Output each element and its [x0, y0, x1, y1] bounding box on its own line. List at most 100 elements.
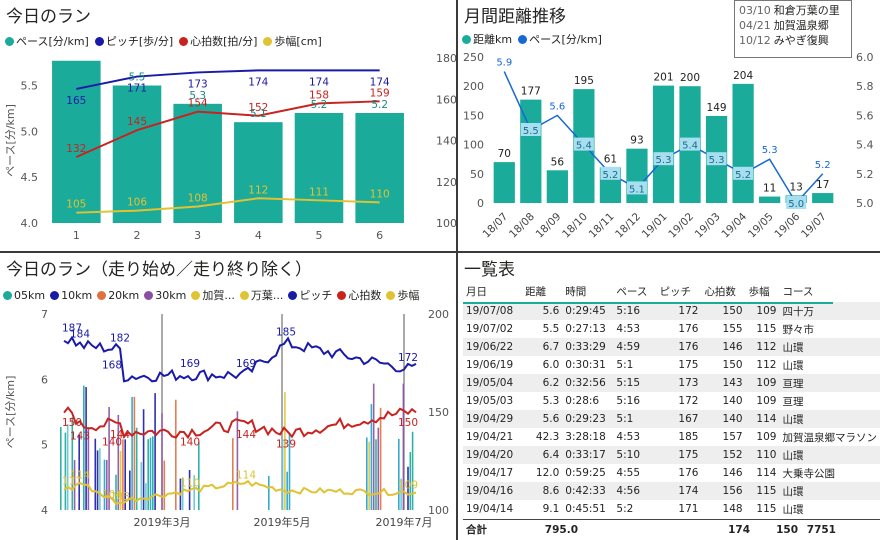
table-row[interactable]: 19/04/20 6.4 0:33:17 5:10 175 152 110 山環 [463, 446, 880, 464]
table-cell: 110 [745, 446, 780, 464]
data-label: 174 [370, 76, 390, 88]
legend-item[interactable]: ペース[分/km] [5, 33, 89, 49]
lap-bar [284, 392, 286, 510]
y2-tick-label: 5.0 [856, 197, 874, 210]
table-cell: 109 [745, 302, 780, 320]
legend-item[interactable]: 05km [3, 289, 45, 302]
table-row[interactable]: 19/04/29 5.6 0:29:23 5:1 167 140 114 山環 [463, 410, 880, 428]
table-cell: 143 [701, 374, 746, 392]
lap-bar [87, 428, 90, 510]
panel-title: 今日のラン（走り始め／走り終り除く） [6, 260, 312, 280]
legend-item[interactable]: ペース[分/km] [518, 31, 602, 47]
data-label: 114 [236, 470, 256, 482]
total-label: 合計 [466, 524, 487, 536]
bar-label: 11 [763, 183, 776, 195]
table-cell: 5:1 [616, 359, 634, 371]
legend-item[interactable]: 心拍数[拍/分] [179, 33, 257, 49]
data-label: 154 [188, 98, 208, 110]
legend-marker [386, 290, 396, 300]
table-row[interactable]: 19/07/08 5.6 0:29:45 5:16 172 150 109 四十万 [463, 302, 880, 320]
legend-marker [191, 290, 201, 300]
y-tick-label: 5.0 [21, 125, 39, 138]
legend-item[interactable]: ピッチ[歩/分] [94, 33, 173, 49]
pace-label: 5.5 [523, 126, 539, 137]
pace-label-bg [600, 166, 621, 180]
lap-bar [181, 477, 184, 510]
pace-label: 5.4 [576, 141, 592, 152]
table-row[interactable]: 19/04/16 8.6 0:42:33 4:56 174 156 115 山環 [463, 482, 880, 500]
legend-marker [263, 36, 273, 46]
y-tick-label: 6 [41, 373, 48, 386]
column-header[interactable]: ピッチ [659, 285, 691, 298]
bar-label: 5.5 [129, 72, 146, 84]
column-header[interactable]: 時間 [565, 285, 587, 298]
table-row[interactable]: 19/04/14 9.1 0:45:51 5:2 171 148 115 山環 [463, 500, 880, 518]
data-label: 187 [62, 322, 82, 334]
lap-bar [411, 431, 414, 510]
table-cell: 野々市 [782, 323, 814, 336]
table-cell: 167 [656, 410, 702, 428]
x-tick-label: 2 [134, 229, 141, 242]
lap-bar [60, 427, 62, 510]
lap-bar [64, 432, 67, 510]
table-cell: 3:28:18 [565, 431, 606, 443]
y2-tick-label: 180 [436, 52, 456, 65]
pace-label: 5.9 [496, 58, 512, 69]
table-row[interactable]: 19/06/19 6.0 0:30:31 5:1 175 150 112 山環 [463, 356, 880, 374]
table-row[interactable]: 19/07/02 5.5 0:27:13 4:53 176 155 115 野々市 [463, 320, 880, 338]
y-tick-label: 150 [463, 109, 484, 122]
legend-item[interactable]: 10km [50, 289, 92, 302]
x-tick-label: 18/08 [507, 211, 537, 241]
legend-item[interactable]: 20km [97, 289, 139, 302]
legend-item[interactable]: 加賀... [191, 287, 235, 303]
legend-marker [179, 36, 189, 46]
column-header[interactable]: コース [782, 285, 814, 298]
pace-bar [52, 60, 101, 223]
column-header[interactable]: 距離 [525, 285, 547, 298]
legend-item[interactable]: ピッチ [288, 287, 332, 303]
run-table: 月日 距離 時間 ペース ピッチ 心拍数 歩幅 コース 19/07/08 5.6 0:29:45 5… [463, 280, 880, 518]
column-header[interactable]: 心拍数 [704, 285, 736, 298]
column-header[interactable]: ペース [616, 285, 648, 298]
table-cell: 0:42:33 [562, 482, 614, 500]
table-cell: 0:29:23 [562, 410, 614, 428]
table-cell: 157 [722, 431, 743, 443]
pace-label: 5.3 [656, 155, 672, 166]
legend-item[interactable]: 歩幅[cm] [263, 33, 322, 49]
data-label: 184 [70, 328, 90, 340]
table-row[interactable]: 19/05/04 6.2 0:32:56 5:15 173 143 109 亘理 [463, 374, 880, 392]
x-tick-label: 18/11 [587, 211, 617, 241]
vertical-divider [456, 0, 458, 540]
x-tick-label: 19/04 [719, 210, 749, 240]
distance-bar [652, 85, 675, 203]
bar-label: 13 [790, 181, 803, 193]
table-row[interactable]: 19/05/03 5.3 0:28:6 5:16 172 140 109 亘理 [463, 392, 880, 410]
legend-item[interactable]: 距離km [462, 31, 512, 47]
y2-tick-label: 200 [428, 308, 449, 321]
legend-item[interactable]: 30km [144, 289, 186, 302]
table-cell: 176 [656, 338, 702, 356]
legend-item[interactable]: 心拍数 [337, 287, 381, 303]
lap-bar [375, 439, 377, 510]
column-header[interactable]: 月日 [466, 285, 487, 298]
table-row[interactable]: 19/04/21 42.3 3:28:18 4:53 185 157 109 加賀温泉郷マラソ… [463, 428, 880, 446]
x-tick-label: 2019年7月 [376, 515, 433, 529]
pace-label-bg [706, 152, 727, 166]
table-cell: 19/04/29 [463, 410, 523, 428]
legend-marker [97, 290, 107, 300]
table-cell: 亘理 [782, 395, 804, 408]
bar-label: 70 [498, 148, 511, 160]
lap-bar [286, 471, 288, 510]
legend-label: 加賀... [202, 289, 235, 302]
lap-bar [85, 387, 87, 510]
legend-item[interactable]: 万葉... [239, 287, 283, 303]
table-row[interactable]: 19/04/17 12.0 0:59:25 4:55 176 146 114 大乗寺公園 [463, 464, 880, 482]
table-row[interactable]: 19/06/22 6.7 0:33:29 4:59 176 146 112 山環 [463, 338, 880, 356]
bar-label: 5.2 [311, 99, 328, 111]
legend-item[interactable]: 歩幅 [386, 287, 419, 303]
column-header[interactable]: 歩幅 [748, 285, 770, 298]
table-cell: 12.0 [535, 467, 560, 479]
table-cell: 176 [678, 323, 699, 335]
legend-label: 心拍数 [348, 289, 382, 302]
table-cell: 172 [656, 302, 702, 320]
